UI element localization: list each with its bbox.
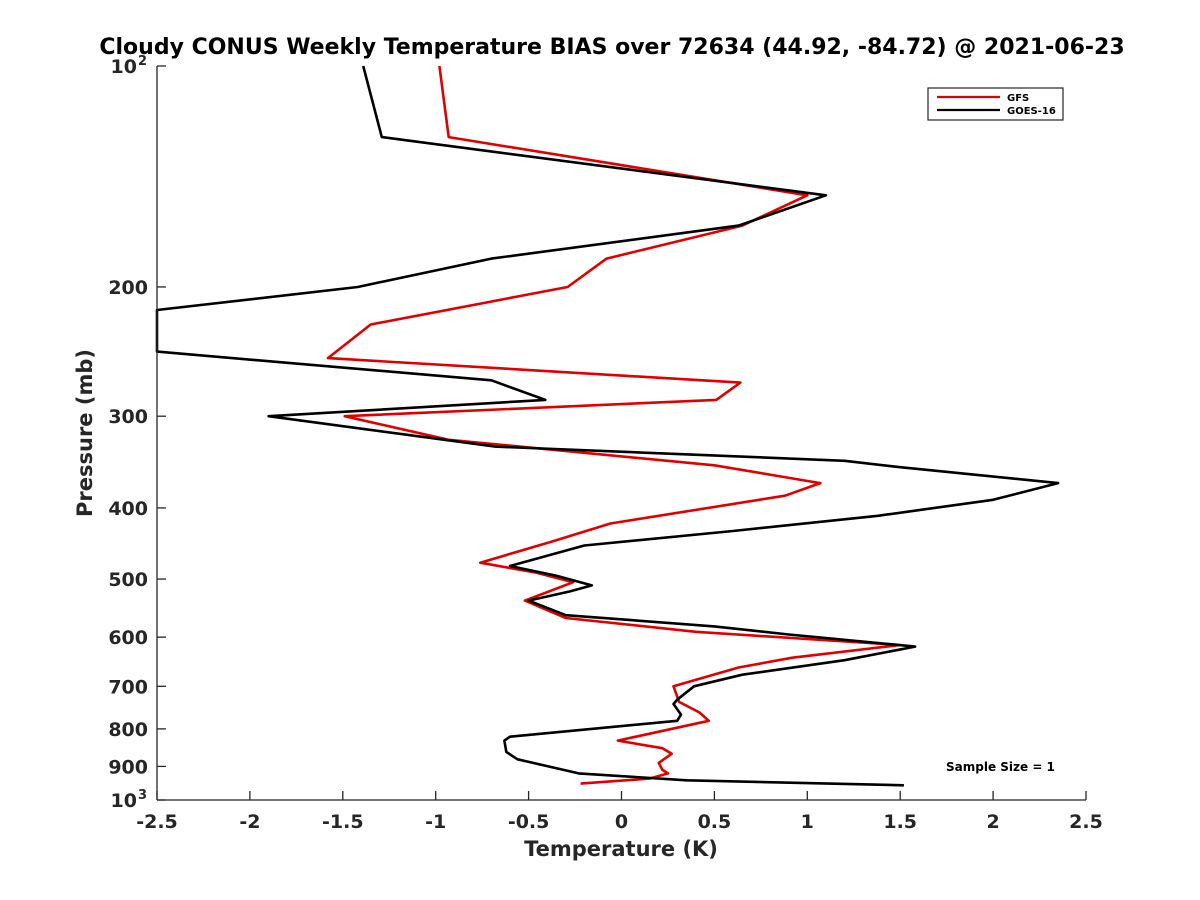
x-axis-label: Temperature (K) xyxy=(524,837,718,861)
plot-background xyxy=(157,66,1086,800)
ticks-group: -2.5 -2 -1.5 -1 -0.5 0 0.5 1 1.5 2 2.510 2200300400… xyxy=(108,54,1103,833)
x-tick-label: -0.5 xyxy=(508,811,550,833)
x-tick-label: -2 xyxy=(239,811,260,833)
y-tick-exponent: 3 xyxy=(138,788,147,803)
legend-label-gfs: GFS xyxy=(1007,93,1029,104)
x-tick-label: 0.5 xyxy=(698,811,732,833)
legend: GFS GOES-16 xyxy=(927,87,1064,121)
sample-size-annotation: Sample Size = 1 xyxy=(946,760,1055,774)
y-tick-label: 600 xyxy=(108,627,148,649)
x-tick-label: 0 xyxy=(615,811,628,833)
y-tick-label: 10 xyxy=(111,56,137,78)
y-tick-label: 10 xyxy=(111,790,137,812)
x-tick-label: -2.5 xyxy=(136,811,178,833)
x-tick-label: 1 xyxy=(801,811,814,833)
x-tick-label: 1.5 xyxy=(883,811,917,833)
y-tick-label: 200 xyxy=(108,277,148,299)
legend-label-goes16: GOES-16 xyxy=(1007,106,1056,117)
y-tick-exponent: 2 xyxy=(138,54,147,69)
series-line-gfs xyxy=(326,65,902,785)
x-tick-label: 2 xyxy=(986,811,999,833)
x-tick-label: 2.5 xyxy=(1069,811,1103,833)
y-tick-label: 400 xyxy=(108,498,148,520)
x-tick-label: -1 xyxy=(425,811,446,833)
y-tick-label: 800 xyxy=(108,719,148,741)
y-tick-label: 500 xyxy=(108,569,148,591)
y-axis-label: Pressure (mb) xyxy=(73,349,97,517)
x-tick-label: -1.5 xyxy=(322,811,364,833)
legend-box xyxy=(927,87,1064,121)
y-tick-label: 300 xyxy=(108,406,148,428)
y-tick-label: 700 xyxy=(108,676,148,698)
y-tick-label: 900 xyxy=(108,756,148,778)
chart-title: Cloudy CONUS Weekly Temperature BIAS ove… xyxy=(99,35,1124,60)
plot-area: -2.5 -2 -1.5 -1 -0.5 0 0.5 1 1.5 2 2.510 2200300400… xyxy=(108,54,1103,833)
